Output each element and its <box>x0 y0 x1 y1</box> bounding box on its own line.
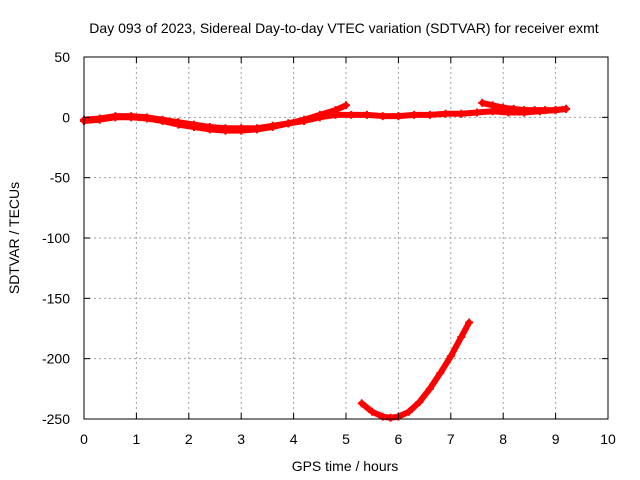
data-point <box>446 352 455 361</box>
data-point <box>237 126 246 135</box>
data-point <box>425 384 434 393</box>
y-tick-label: -200 <box>42 351 70 367</box>
series-line <box>81 102 349 134</box>
data-point <box>347 110 356 119</box>
data-point <box>404 407 413 416</box>
data-point <box>95 115 104 124</box>
x-tick-label: 5 <box>342 431 350 447</box>
series-line <box>358 319 473 421</box>
data-point <box>221 126 230 135</box>
x-tick-label: 3 <box>237 431 245 447</box>
y-tick-label: 50 <box>54 49 70 65</box>
data-point <box>457 109 466 118</box>
data-point <box>284 119 293 128</box>
data-point <box>465 318 474 327</box>
data-point <box>315 110 324 119</box>
data-point <box>362 110 371 119</box>
y-tick-label: 0 <box>62 109 70 125</box>
data-point <box>509 104 518 113</box>
series-layer <box>80 98 571 422</box>
y-axis-label: SDTVAR / TECUs <box>6 182 22 294</box>
y-tick-label: -50 <box>50 170 70 186</box>
data-point <box>520 106 529 115</box>
data-point <box>473 108 481 117</box>
data-point <box>499 103 508 112</box>
data-point <box>368 407 377 416</box>
x-tick-label: 2 <box>185 431 193 447</box>
x-tick-label: 7 <box>447 431 455 447</box>
data-point <box>205 125 214 134</box>
data-point <box>111 113 120 122</box>
data-point <box>386 413 395 422</box>
data-point <box>158 116 167 125</box>
x-tick-label: 10 <box>600 431 616 447</box>
data-point <box>174 120 183 129</box>
x-tick-label: 6 <box>395 431 403 447</box>
data-point <box>394 112 403 121</box>
data-point <box>441 109 450 118</box>
data-point <box>127 113 136 122</box>
ticks: 0 1 2 3 4 5 6 7 8 9 10 50 0 -50 -100 -150 -200 -250 <box>42 49 616 447</box>
data-point <box>541 106 550 115</box>
data-point <box>551 106 560 115</box>
data-point <box>488 101 497 110</box>
x-tick-label: 9 <box>552 431 560 447</box>
x-tick-label: 1 <box>133 431 141 447</box>
data-point <box>530 106 539 115</box>
y-tick-label: -150 <box>42 290 70 306</box>
data-point <box>342 101 350 110</box>
x-axis-label: GPS time / hours <box>292 458 399 474</box>
data-point <box>410 110 419 119</box>
data-point <box>300 115 309 124</box>
data-point <box>436 369 445 378</box>
data-point <box>142 114 151 123</box>
x-tick-label: 4 <box>290 431 298 447</box>
data-point <box>190 122 199 131</box>
data-point <box>562 104 571 113</box>
data-point <box>252 125 261 134</box>
x-tick-label: 0 <box>80 431 88 447</box>
data-point <box>415 398 424 407</box>
y-tick-label: -250 <box>42 411 70 427</box>
data-point <box>331 106 340 115</box>
data-point <box>357 399 366 408</box>
data-point <box>457 332 466 341</box>
y-tick-label: -100 <box>42 230 70 246</box>
data-point <box>378 112 387 121</box>
data-point <box>268 122 277 131</box>
data-point <box>478 98 487 107</box>
chart-title: Day 093 of 2023, Sidereal Day-to-day VTE… <box>89 20 598 36</box>
x-tick-label: 8 <box>499 431 507 447</box>
data-point <box>425 110 434 119</box>
